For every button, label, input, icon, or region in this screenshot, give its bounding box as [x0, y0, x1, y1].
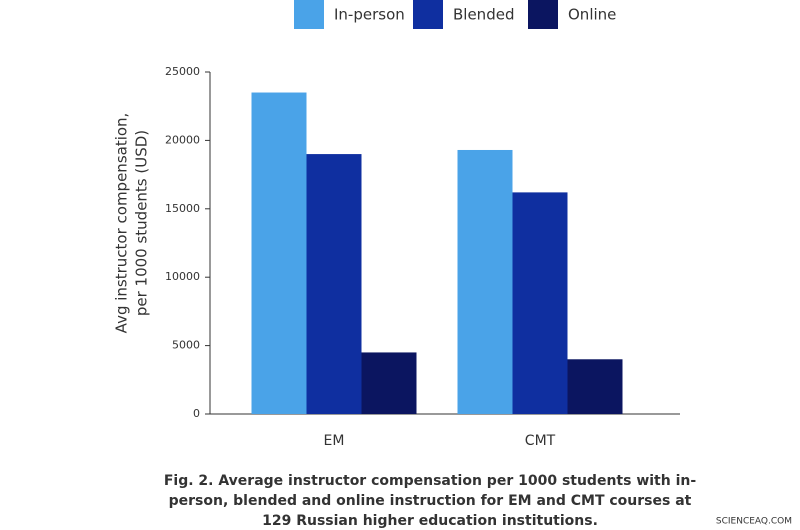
x-tick-label: EM	[324, 433, 345, 449]
y-tick-label: 15000	[165, 202, 200, 215]
bar	[251, 92, 307, 415]
legend-swatch	[413, 0, 443, 29]
caption: 129 Russian higher education institution…	[262, 513, 598, 529]
bar	[306, 154, 362, 414]
watermark: SCIENCEAQ.COM	[716, 517, 792, 527]
y-axis-label: Avg instructor compensation,	[113, 113, 131, 334]
x-tick-label: CMT	[525, 433, 556, 449]
legend-swatch	[528, 0, 558, 29]
legend-swatch	[294, 0, 324, 29]
y-axis-label: per 1000 students (USD)	[133, 130, 151, 316]
y-tick-label: 20000	[165, 133, 200, 146]
legend-label: Online	[568, 6, 616, 24]
bar	[457, 149, 513, 414]
caption: person, blended and online instruction f…	[169, 493, 692, 509]
caption: Fig. 2. Average instructor compensation …	[164, 473, 697, 489]
y-tick-label: 10000	[165, 270, 200, 283]
bar	[567, 359, 623, 414]
bar	[361, 352, 417, 414]
y-tick-label: 0	[193, 407, 200, 420]
y-tick-label: 5000	[172, 339, 200, 352]
legend-label: Blended	[453, 6, 514, 24]
y-tick-label: 25000	[165, 65, 200, 78]
legend-label: In-person	[334, 6, 405, 24]
bar	[512, 192, 568, 414]
